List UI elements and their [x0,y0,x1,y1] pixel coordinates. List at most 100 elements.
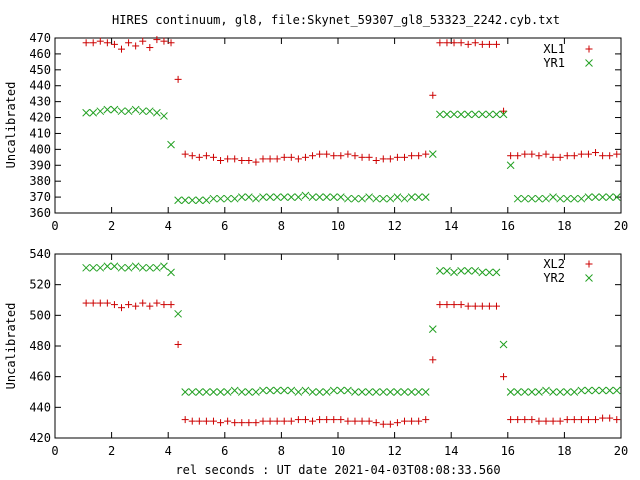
data-point-xl1 [450,39,458,47]
top-data-marks [82,36,621,205]
data-point-xl1 [174,75,182,83]
y-tick-label: 390 [29,158,51,172]
data-point-xl1 [379,155,387,163]
data-point-xl2 [231,419,239,427]
data-point-yr1 [287,193,296,201]
data-point-xl1 [485,40,493,48]
data-point-yr2 [138,263,147,272]
data-point-xl2 [422,416,430,424]
data-point-xl1 [443,39,451,47]
data-point-xl1 [259,155,267,163]
x-tick-label: 4 [165,219,172,233]
data-point-xl1 [386,155,394,163]
y-tick-label: 460 [29,370,51,384]
data-point-yr1 [195,196,204,205]
data-point-yr1 [344,194,352,203]
data-point-yr2 [428,325,437,333]
data-point-xl1 [245,157,253,164]
data-point-yr1 [266,193,274,201]
data-point-xl1 [535,152,543,160]
data-point-yr1 [280,193,289,201]
data-point-yr1 [436,110,444,119]
data-point-xl2 [351,417,359,425]
data-point-yr1 [273,193,282,201]
legend-label-xl2: XL2 [543,257,565,271]
data-point-yr2 [436,267,444,275]
x-tick-label: 6 [221,444,228,458]
data-point-xl2 [485,302,493,310]
data-point-xl2 [344,417,352,425]
data-point-yr1 [174,196,182,205]
data-point-yr1 [506,161,515,170]
data-point-yr2 [294,388,303,396]
data-point-yr2 [386,388,395,396]
data-point-xl2 [287,417,295,425]
data-point-yr2 [556,388,565,396]
data-point-yr2 [301,386,310,395]
data-point-yr1 [542,194,550,203]
data-point-xl1 [217,157,225,164]
data-point-xl1 [372,157,380,164]
data-point-yr1 [584,193,593,201]
x-tick-label: 0 [51,219,58,233]
data-point-yr1 [549,193,557,201]
data-point-yr2 [542,386,550,395]
data-point-xl1 [507,152,515,160]
data-point-yr2 [407,388,416,396]
data-point-yr2 [563,388,572,396]
data-point-xl2 [408,417,416,425]
chart-title: HIRES continuum, gl8, file:Skynet_59307_… [112,13,560,27]
data-point-yr1 [110,105,119,114]
data-point-xl1 [492,40,500,48]
data-point-xl1 [464,40,472,48]
data-point-xl2 [450,301,458,309]
data-point-yr1 [365,193,373,201]
data-point-xl2 [606,414,614,422]
data-point-xl2 [584,416,592,424]
data-point-xl2 [259,417,267,425]
data-point-xl2 [301,416,309,424]
data-point-xl2 [613,416,621,424]
data-point-xl1 [224,155,232,163]
data-point-yr2 [393,388,402,396]
data-point-xl1 [570,152,578,160]
data-point-yr1 [223,194,232,203]
y-tick-label: 540 [29,247,51,261]
bottom-axis-ticks: 0 2 4 6 8 10 12 14 16 18 20 420 440 460 480 500 520 540 [29,247,628,458]
data-point-yr2 [230,386,239,395]
data-point-yr2 [478,268,487,277]
y-tick-label: 520 [29,278,51,292]
data-point-yr1 [301,191,310,200]
data-point-yr2 [443,267,451,275]
data-point-yr2 [520,388,529,396]
data-point-yr2 [287,386,296,395]
data-point-xl1 [422,150,430,158]
data-point-xl2 [599,414,607,422]
data-point-yr2 [464,267,473,275]
x-tick-label: 16 [501,444,515,458]
data-point-xl2 [528,416,536,424]
data-point-yr2 [513,388,522,396]
bottom-plot-frame [54,253,622,439]
data-point-yr1 [499,110,508,119]
data-point-xl2 [323,416,331,424]
data-point-xl2 [365,417,373,425]
data-point-xl2 [188,417,196,425]
data-point-yr2 [181,388,190,396]
data-point-xl2 [110,301,118,309]
data-point-xl2 [139,299,147,307]
data-point-xl2 [273,417,281,425]
data-point-xl1 [393,153,401,161]
data-point-xl2 [118,304,126,312]
legend-marker-xl2 [585,260,593,268]
legend-label-yr2: YR2 [543,271,565,285]
data-point-xl1 [599,152,607,160]
x-tick-label: 2 [108,219,115,233]
data-point-yr2 [351,388,359,396]
data-point-xl2 [146,302,154,310]
x-tick-label: 14 [444,219,458,233]
data-point-yr2 [584,386,593,395]
data-point-xl2 [379,420,387,428]
data-point-xl2 [436,301,444,309]
y-tick-label: 380 [29,174,51,188]
